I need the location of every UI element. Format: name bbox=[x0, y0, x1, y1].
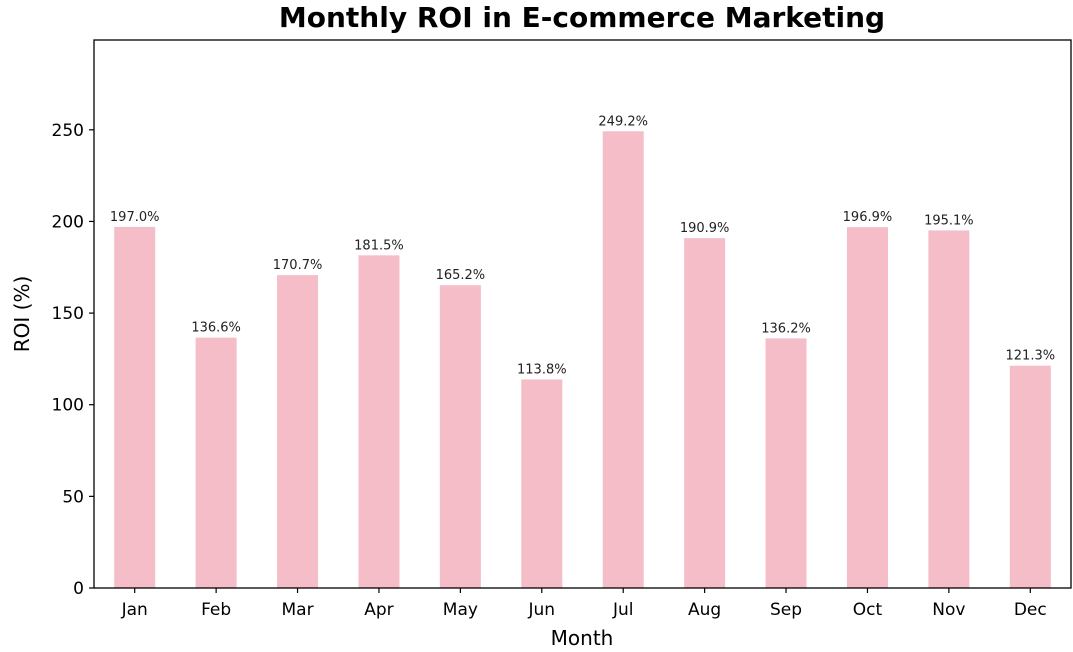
y-tick-label-0: 0 bbox=[73, 579, 84, 599]
bar-apr bbox=[358, 255, 400, 588]
data-label-may: 165.2% bbox=[436, 268, 486, 283]
data-label-jun: 113.8% bbox=[517, 362, 567, 377]
data-labels-layer: 197.0% 136.6% 170.7% 181.5% 165.2% 113.8% 249.… bbox=[110, 114, 1055, 377]
x-tick-label-sep: Sep bbox=[770, 600, 802, 620]
plot-frame bbox=[93, 39, 1072, 589]
y-axis-ticks: 0 50 100 150 200 250 bbox=[52, 121, 94, 599]
data-label-apr: 181.5% bbox=[354, 238, 404, 253]
x-axis-ticks: Jan Feb Mar Apr May Jun Jul Aug Sep Oct Nov Dec bbox=[121, 588, 1047, 620]
data-label-sep: 136.2% bbox=[761, 321, 811, 336]
x-tick-label-jun: Jun bbox=[528, 600, 556, 620]
bar-nov bbox=[928, 230, 970, 588]
bar-dec bbox=[1009, 365, 1051, 588]
data-label-dec: 121.3% bbox=[1006, 349, 1056, 364]
x-tick-label-may: May bbox=[443, 600, 478, 620]
x-tick-label-oct: Oct bbox=[853, 600, 883, 620]
data-label-jan: 197.0% bbox=[110, 210, 160, 225]
bar-aug bbox=[684, 238, 726, 588]
y-tick-label-150: 150 bbox=[52, 304, 84, 324]
bar-jun bbox=[521, 379, 563, 588]
bars-layer bbox=[114, 131, 1051, 588]
bar-feb bbox=[195, 337, 237, 588]
x-tick-label-apr: Apr bbox=[364, 600, 393, 620]
x-tick-label-nov: Nov bbox=[932, 600, 965, 620]
x-tick-label-mar: Mar bbox=[282, 600, 314, 620]
x-axis-label: Month bbox=[551, 626, 614, 650]
x-tick-label-jul: Jul bbox=[612, 600, 634, 620]
data-label-jul: 249.2% bbox=[598, 114, 648, 129]
y-axis-label: ROI (%) bbox=[10, 276, 34, 353]
data-label-nov: 195.1% bbox=[924, 213, 974, 228]
data-label-aug: 190.9% bbox=[680, 221, 730, 236]
y-tick-label-250: 250 bbox=[52, 121, 84, 141]
x-tick-label-feb: Feb bbox=[201, 600, 231, 620]
bar-jan bbox=[114, 226, 156, 588]
bar-sep bbox=[765, 338, 807, 588]
y-tick-label-200: 200 bbox=[52, 212, 84, 232]
bar-mar bbox=[277, 275, 319, 588]
data-label-oct: 196.9% bbox=[843, 210, 893, 225]
data-label-feb: 136.6% bbox=[191, 321, 241, 336]
bar-may bbox=[439, 285, 481, 588]
chart-title: Monthly ROI in E-commerce Marketing bbox=[279, 1, 885, 34]
y-tick-label-50: 50 bbox=[62, 487, 84, 507]
x-tick-label-aug: Aug bbox=[688, 600, 721, 620]
data-label-mar: 170.7% bbox=[273, 258, 323, 273]
bar-jul bbox=[602, 131, 644, 588]
y-tick-label-100: 100 bbox=[52, 396, 84, 416]
x-tick-label-jan: Jan bbox=[121, 600, 148, 620]
x-tick-label-dec: Dec bbox=[1014, 600, 1047, 620]
bar-oct bbox=[846, 227, 888, 588]
